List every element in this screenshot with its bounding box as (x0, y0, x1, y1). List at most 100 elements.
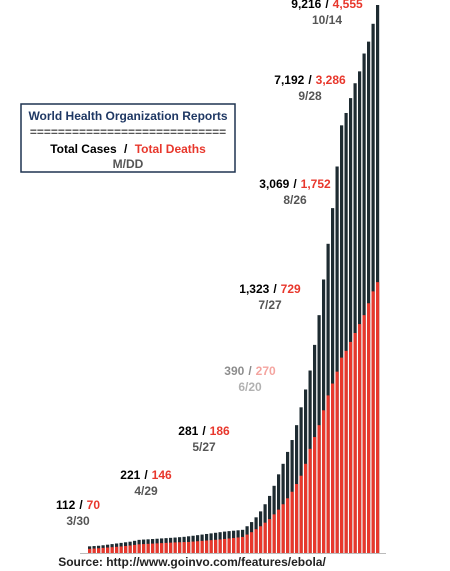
cases-label: 1,323 (239, 282, 269, 296)
bar (304, 463, 308, 553)
value-label: 7,192 / 3,286 (274, 73, 346, 87)
annotation: 1,323 / 729 7/27 (239, 282, 301, 312)
deaths-label: 70 (87, 498, 101, 512)
bar (110, 547, 114, 553)
bar (331, 383, 335, 553)
value-label: 281 / 186 (178, 424, 230, 438)
bar (160, 543, 164, 553)
bar (232, 538, 236, 553)
bar (299, 475, 303, 553)
bar (205, 540, 209, 553)
bar (313, 437, 317, 553)
deaths-label: 146 (152, 468, 172, 482)
separator: / (202, 424, 206, 438)
legend-rule: ============================ (30, 125, 226, 139)
bar (290, 491, 294, 553)
bar (272, 514, 276, 553)
bar (367, 303, 371, 553)
bar (317, 425, 321, 553)
cases-label: 3,069 (259, 177, 289, 191)
source: Source: http://www.goinvo.com/features/e… (58, 555, 326, 569)
value-label: 112/ 70 (56, 498, 100, 512)
bar (308, 448, 312, 553)
bar (250, 532, 254, 553)
bar (119, 546, 123, 553)
separator: / (273, 282, 277, 296)
date-format: M/DD (113, 157, 144, 171)
bar (182, 542, 186, 553)
date-label: 5/27 (192, 440, 216, 454)
legend-box: World Health Organization Reports ======… (20, 103, 236, 173)
annotation: 390 / 270 6/20 (224, 364, 276, 394)
bar (227, 538, 231, 553)
bar (340, 357, 344, 553)
bar (155, 543, 159, 553)
bar (331, 208, 335, 553)
bar (358, 71, 362, 553)
annotation: 281 / 186 5/27 (178, 424, 230, 454)
bar (146, 543, 150, 553)
bar (371, 23, 375, 554)
bar (115, 546, 119, 553)
bar (196, 541, 200, 553)
bar (236, 537, 240, 553)
bar (335, 371, 339, 553)
value-label: 390 / 270 (224, 364, 276, 378)
bar (173, 542, 177, 553)
date-label: 8/26 (283, 193, 307, 207)
bar (281, 504, 285, 553)
bar (371, 291, 375, 553)
separator: / (248, 364, 252, 378)
separator: / (144, 468, 148, 482)
bar (358, 324, 362, 553)
deaths-label: 3,286 (316, 73, 346, 87)
bar (142, 544, 146, 553)
bar (322, 410, 326, 553)
bar (214, 539, 218, 553)
bar (187, 541, 191, 553)
legend-frame (20, 103, 236, 173)
annotation: 9,216 / 4,555 10/14 (291, 0, 363, 27)
bar (128, 545, 132, 553)
bar (367, 41, 371, 553)
bar (295, 484, 299, 553)
bar (376, 5, 380, 553)
legend-separator: / (124, 142, 128, 156)
deaths-label: 270 (256, 364, 276, 378)
bar (340, 125, 344, 553)
bar (349, 98, 353, 553)
date-label: 6/20 (238, 380, 262, 394)
bar (164, 542, 168, 553)
date-label: 7/27 (258, 298, 282, 312)
bar (88, 548, 92, 553)
annotation: 112/ 70 3/30 (56, 498, 100, 528)
bar (97, 548, 101, 553)
date-label: 4/29 (134, 484, 158, 498)
value-label: 1,323 / 729 (239, 282, 301, 296)
annotation: 221 / 146 4/29 (120, 468, 172, 498)
value-label: 9,216 / 4,555 (291, 0, 363, 11)
separator: / (293, 177, 297, 191)
bar (349, 341, 353, 553)
deaths-label: 729 (281, 282, 301, 296)
bar (191, 541, 195, 553)
cases-label: 281 (178, 424, 198, 438)
bar (344, 112, 348, 553)
bar (223, 538, 227, 553)
annotation: 3,069 / 1,752 8/26 (259, 177, 331, 207)
bar (151, 543, 155, 553)
bar (169, 542, 173, 553)
bar (101, 547, 105, 553)
bar (124, 545, 128, 553)
bar (277, 509, 281, 553)
bar (209, 540, 213, 553)
bar (263, 522, 267, 553)
bar (376, 282, 380, 553)
cases-label: 221 (120, 468, 140, 482)
cases-label: 112 (56, 498, 76, 512)
bar (106, 547, 110, 553)
cases-label: 7,192 (274, 73, 304, 87)
bar (245, 534, 249, 553)
deaths-label: 186 (210, 424, 230, 438)
bar (254, 529, 258, 553)
